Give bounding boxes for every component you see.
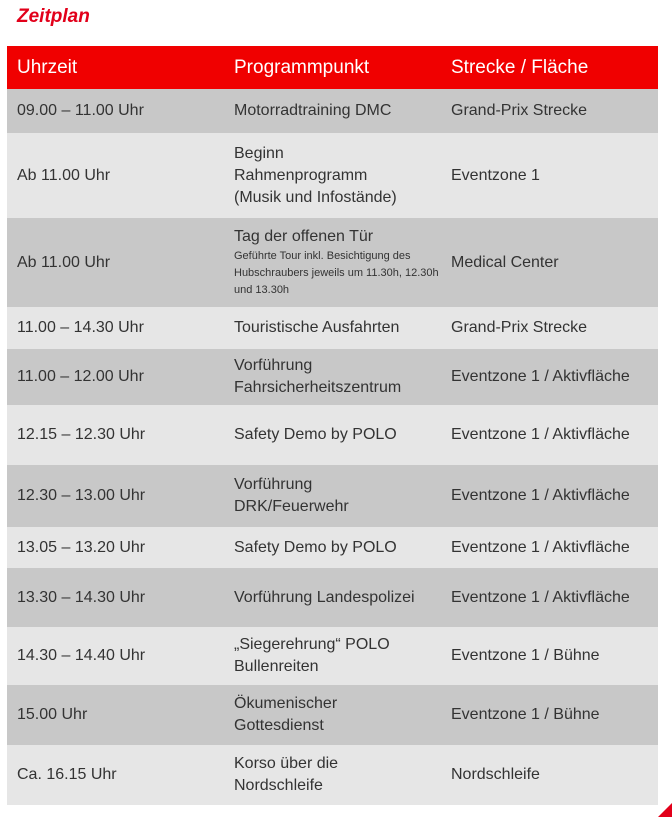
time-cell: 11.00 – 14.30 Uhr <box>7 307 224 349</box>
program-cell: Vorführung DRK/Feuerwehr <box>224 465 441 527</box>
table-row: 09.00 – 11.00 Uhr Motorradtraining DMC G… <box>7 89 658 133</box>
program-subtitle: Geführte Tour inkl. Besichtigung des Hub… <box>234 250 439 296</box>
table-row: Ab 11.00 Uhr Beginn Rahmenprogramm (Musi… <box>7 133 658 218</box>
place-cell: Eventzone 1 / Aktivfläche <box>441 568 658 627</box>
time-cell: 13.30 – 14.30 Uhr <box>7 568 224 627</box>
time-cell: Ab 11.00 Uhr <box>7 133 224 218</box>
time-cell: Ab 11.00 Uhr <box>7 218 224 307</box>
program-cell: Safety Demo by POLO <box>224 405 441 465</box>
program-title: Vorführung DRK/Feuerwehr <box>234 476 349 515</box>
program-title: Touristische Ausfahrten <box>234 319 400 336</box>
table-header: Uhrzeit Programmpunkt Strecke / Fläche <box>7 46 658 89</box>
table-row: 11.00 – 14.30 Uhr Touristische Ausfahrte… <box>7 307 658 349</box>
program-cell: Motorradtraining DMC <box>224 89 441 133</box>
program-title: Vorführung Landespolizei <box>234 588 415 606</box>
place-cell: Nordschleife <box>441 745 658 805</box>
table-row: Ab 11.00 Uhr Tag der offenen Tür Geführte… <box>7 218 658 307</box>
time-cell: 13.05 – 13.20 Uhr <box>7 527 224 568</box>
place-cell: Eventzone 1 / Aktivfläche <box>441 465 658 527</box>
program-title: Ökumenischer Gottesdienst <box>234 695 338 734</box>
program-title: Safety Demo by POLO <box>234 426 397 443</box>
program-title: Tag der offenen Tür <box>234 228 374 245</box>
program-title: „Siegerehrung“ POLO Bullenreiten <box>234 636 390 675</box>
header-time: Uhrzeit <box>7 46 224 89</box>
program-title: Safety Demo by POLO <box>234 538 397 556</box>
place-cell: Eventzone 1 / Aktivfläche <box>441 527 658 568</box>
place-cell: Eventzone 1 / Aktivfläche <box>441 349 658 405</box>
table-row: 11.00 – 12.00 Uhr Vorführung Fahrsicherh… <box>7 349 658 405</box>
table-row: 12.15 – 12.30 Uhr Safety Demo by POLO Ev… <box>7 405 658 465</box>
table-row: 14.30 – 14.40 Uhr „Siegerehrung“ POLO Bu… <box>7 627 658 685</box>
header-place: Strecke / Fläche <box>441 46 658 89</box>
time-cell: 15.00 Uhr <box>7 685 224 745</box>
header-program: Programmpunkt <box>224 46 441 89</box>
program-cell: Beginn Rahmenprogramm (Musik und Infostä… <box>224 133 441 218</box>
program-cell: Ökumenischer Gottesdienst <box>224 685 441 745</box>
table-row: 12.30 – 13.00 Uhr Vorführung DRK/Feuerwe… <box>7 465 658 527</box>
program-cell: Vorführung Landespolizei <box>224 568 441 627</box>
page-title: Zeitplan <box>17 6 90 27</box>
program-title: Korso über die Nordschleife <box>234 755 339 794</box>
place-cell: Grand-Prix Strecke <box>441 307 658 349</box>
place-cell: Medical Center <box>441 218 658 307</box>
table-row: 13.30 – 14.30 Uhr Vorführung Landespoliz… <box>7 568 658 627</box>
time-cell: 09.00 – 11.00 Uhr <box>7 89 224 133</box>
program-cell: Tag der offenen Tür Geführte Tour inkl. B… <box>224 218 441 307</box>
program-cell: Touristische Ausfahrten <box>224 307 441 349</box>
time-cell: 12.15 – 12.30 Uhr <box>7 405 224 465</box>
place-cell: Eventzone 1 <box>441 133 658 218</box>
program-title: Motorradtraining DMC <box>234 102 392 119</box>
program-cell: Safety Demo by POLO <box>224 527 441 568</box>
place-cell: Eventzone 1 / Bühne <box>441 627 658 685</box>
program-title: Vorführung Fahrsicherheitszentrum <box>234 357 402 396</box>
program-cell: Korso über die Nordschleife <box>224 745 441 805</box>
place-cell: Eventzone 1 / Bühne <box>441 685 658 745</box>
program-cell: „Siegerehrung“ POLO Bullenreiten <box>224 627 441 685</box>
time-cell: 12.30 – 13.00 Uhr <box>7 465 224 527</box>
schedule-table: Uhrzeit Programmpunkt Strecke / Fläche 0… <box>7 46 658 805</box>
table-row: 13.05 – 13.20 Uhr Safety Demo by POLO Ev… <box>7 527 658 568</box>
corner-decoration <box>658 803 672 817</box>
place-cell: Eventzone 1 / Aktivfläche <box>441 405 658 465</box>
time-cell: 14.30 – 14.40 Uhr <box>7 627 224 685</box>
time-cell: 11.00 – 12.00 Uhr <box>7 349 224 405</box>
program-cell: Vorführung Fahrsicherheitszentrum <box>224 349 441 405</box>
table-row: Ca. 16.15 Uhr Korso über die Nordschleif… <box>7 745 658 805</box>
place-cell: Grand-Prix Strecke <box>441 89 658 133</box>
program-title: Beginn Rahmenprogramm (Musik und Infostä… <box>234 144 397 206</box>
table-row: 15.00 Uhr Ökumenischer Gottesdienst Even… <box>7 685 658 745</box>
time-cell: Ca. 16.15 Uhr <box>7 745 224 805</box>
